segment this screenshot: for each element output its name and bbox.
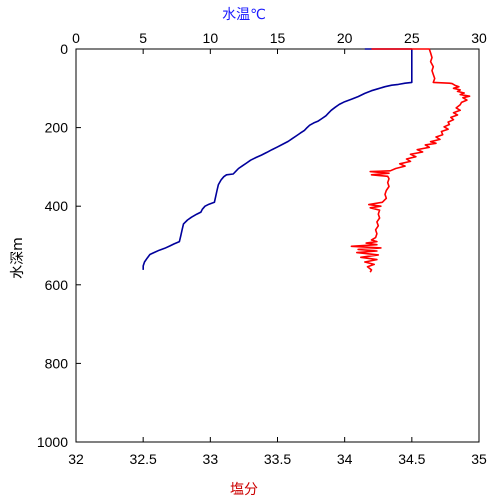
- depth-tick-label: 0: [60, 41, 68, 57]
- temperature-profile-line: [142, 48, 413, 270]
- top-tick-label: 25: [404, 30, 420, 46]
- depth-axis-title: 水深m: [10, 237, 26, 279]
- top-tick-label: 15: [270, 30, 286, 46]
- series-group: [142, 48, 471, 273]
- bottom-tick-label: 35: [471, 451, 487, 467]
- bottom-tick-label: 34: [337, 451, 353, 467]
- bottom-tick-label: 32: [68, 451, 84, 467]
- top-tick-label: 0: [72, 30, 80, 46]
- salinity-axis-title: 塩分: [230, 482, 258, 498]
- top-tick-label: 5: [139, 30, 147, 46]
- plot-area-frame: [75, 48, 480, 443]
- depth-tick-label: 1000: [37, 434, 68, 450]
- depth-tick-label: 800: [45, 355, 69, 371]
- top-tick-label: 10: [203, 30, 219, 46]
- top-tick-label: 30: [471, 30, 487, 46]
- temperature-axis-title: 水温℃: [222, 7, 266, 23]
- bottom-tick-label: 33: [203, 451, 219, 467]
- axis-ticks-group: 0 5 10 15 20 25 30 32 32.5 33 33.5 34 34.5 35 0 200 400 6…: [37, 30, 487, 467]
- salinity-profile-line: [350, 48, 471, 273]
- depth-tick-label: 600: [45, 277, 69, 293]
- bottom-tick-label: 34.5: [398, 451, 425, 467]
- bottom-tick-label: 32.5: [130, 451, 157, 467]
- top-tick-label: 20: [337, 30, 353, 46]
- depth-tick-label: 200: [45, 120, 69, 136]
- bottom-tick-label: 33.5: [264, 451, 291, 467]
- depth-tick-label: 400: [45, 198, 69, 214]
